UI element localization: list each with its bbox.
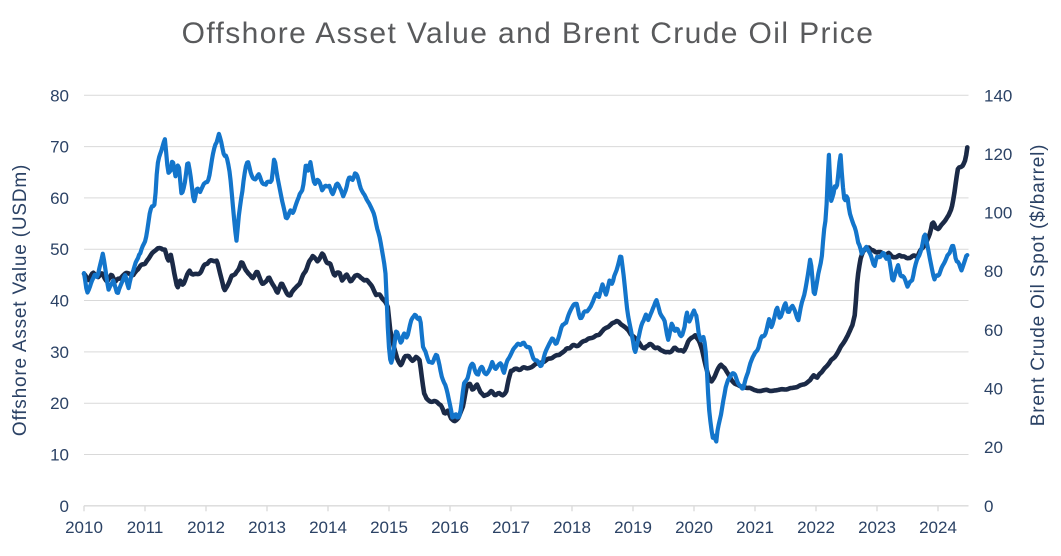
svg-text:40: 40	[984, 380, 1003, 399]
svg-text:2017: 2017	[492, 518, 530, 537]
svg-text:60: 60	[984, 321, 1003, 340]
svg-text:2011: 2011	[127, 518, 164, 537]
svg-text:60: 60	[50, 189, 69, 208]
svg-text:20: 20	[984, 438, 1003, 457]
svg-text:70: 70	[50, 138, 69, 157]
svg-text:2013: 2013	[248, 518, 286, 537]
svg-text:Offshore Asset Value (USDm): Offshore Asset Value (USDm)	[10, 164, 31, 436]
svg-text:120: 120	[984, 145, 1012, 164]
svg-text:Brent Crude Oil Spot ($/barrel: Brent Crude Oil Spot ($/barrel)	[1028, 144, 1049, 426]
svg-text:20: 20	[50, 394, 69, 413]
svg-text:2024: 2024	[919, 518, 957, 537]
svg-text:2014: 2014	[309, 518, 347, 537]
svg-text:10: 10	[50, 446, 69, 465]
svg-text:80: 80	[984, 262, 1003, 281]
svg-text:50: 50	[50, 240, 69, 259]
svg-text:2018: 2018	[553, 518, 591, 537]
svg-text:2016: 2016	[431, 518, 469, 537]
svg-text:0: 0	[60, 497, 69, 516]
svg-text:100: 100	[984, 204, 1012, 223]
svg-text:2015: 2015	[370, 518, 408, 537]
svg-text:2022: 2022	[797, 518, 835, 537]
svg-text:2023: 2023	[858, 518, 896, 537]
svg-text:2019: 2019	[614, 518, 652, 537]
svg-text:80: 80	[50, 86, 69, 105]
svg-text:140: 140	[984, 86, 1012, 105]
svg-text:2010: 2010	[65, 518, 103, 537]
svg-text:40: 40	[50, 292, 69, 311]
svg-text:2012: 2012	[187, 518, 225, 537]
svg-text:0: 0	[984, 497, 993, 516]
svg-text:2021: 2021	[736, 518, 774, 537]
svg-text:30: 30	[50, 343, 69, 362]
svg-text:Offshore Asset Value and Brent: Offshore Asset Value and Brent Crude Oil…	[182, 17, 875, 50]
svg-text:2020: 2020	[675, 518, 713, 537]
